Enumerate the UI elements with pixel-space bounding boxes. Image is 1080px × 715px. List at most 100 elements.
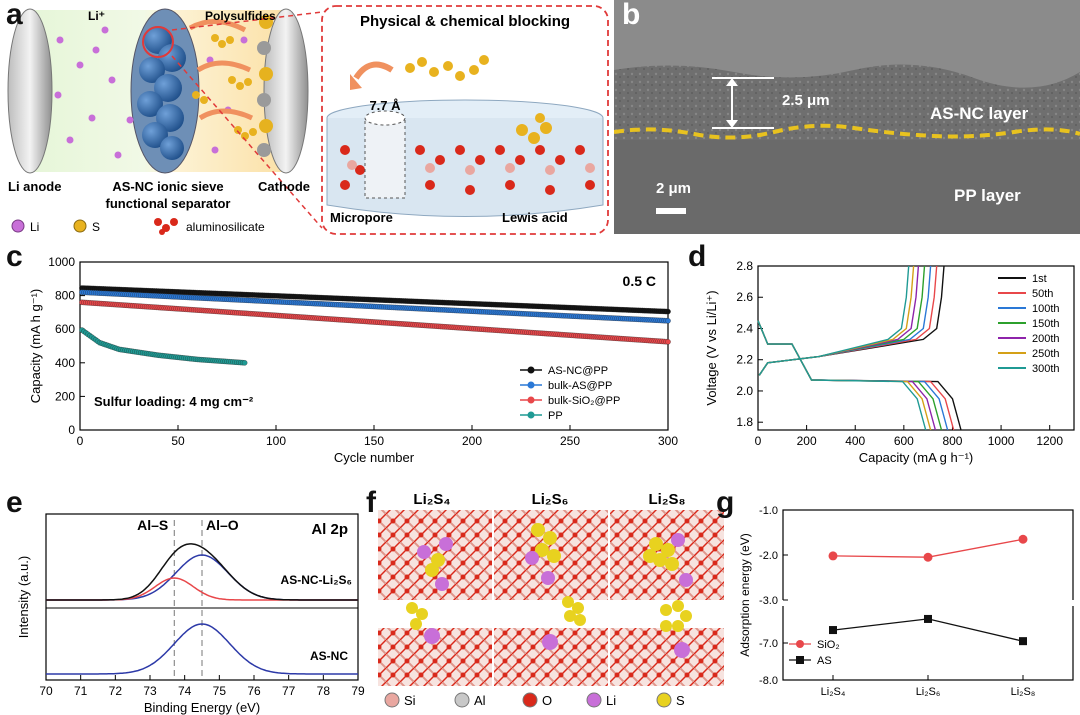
e-xtick-label: 71 [74,684,88,698]
g-point [828,551,838,561]
d-legend-label: 150th [1032,318,1060,330]
c-point [665,308,671,315]
c-series-1 [79,289,671,324]
d-xtick-label: 1200 [1036,434,1063,448]
g-axis-break-right [1069,600,1077,606]
f-legend-li: Li [606,693,616,708]
c-title: 0.5 C [623,273,656,289]
li2s8-cluster [643,533,693,587]
panel-label-d: d [688,240,707,273]
c-annotation: Sulfur loading: 4 mg cm⁻² [94,394,254,409]
inset-arrow [353,61,394,80]
interface-line [614,123,1080,140]
li-ion-label: Li⁺ [88,9,105,23]
c-xtick-label: 50 [171,434,185,448]
g-point [923,552,933,562]
g-point [1018,534,1028,544]
e-xtick-label: 72 [109,684,123,698]
c-series-2 [79,299,671,345]
panel-label-c: c [6,240,23,273]
d-ytick-label: 2.0 [736,384,753,398]
panel-b-sem-image: b 2.5 μm AS-NC layer PP layer 2 μm [614,0,1080,234]
d-xtick-label: 0 [755,434,762,448]
inset-title: Physical & chemical blocking [360,13,570,30]
pore-size-label: 7.7 Å [369,98,401,113]
f-legend-swatch-s [656,692,672,708]
d-xtick-label: 800 [942,434,962,448]
c-xlabel: Cycle number [334,450,415,465]
c-ytick-label: 600 [55,322,75,336]
e-xlabel: Binding Energy (eV) [144,700,260,715]
d-ytick-label: 2.4 [736,321,753,335]
d-charge-200th [758,265,920,376]
d-xtick-label: 200 [797,434,817,448]
d-ytick-label: 1.8 [736,415,753,429]
d-charge-150th [758,265,926,376]
f-legend-s: S [676,693,685,708]
d-legend-label: 1st [1032,273,1047,285]
panel-c-cycling-chart: 0 50 100 150 200 250 300 0 200 400 600 800 1000 Cycle… [28,255,678,465]
c-ytick-label: 200 [55,389,75,403]
d-xlabel: Capacity (mA g h⁻¹) [859,450,974,465]
d-ytick-label: 2.8 [736,259,753,273]
c-legend-label: AS-NC@PP [548,365,608,377]
panel-label-g: g [716,486,735,519]
c-legend-label: bulk-AS@PP [548,380,612,392]
li2s4-cluster [417,537,453,591]
e-envelope-top [46,543,358,601]
inset-si [347,160,595,175]
d-legend-label: 100th [1032,303,1060,315]
g-point [829,626,837,635]
thickness-label: 2.5 μm [782,92,830,109]
c-legend-marker [527,411,535,419]
cathode-particles [257,15,273,157]
f-legend-swatch-si [384,692,400,708]
e-xtick-label: 73 [143,684,157,698]
d-charge-1st [758,265,945,376]
aluminosilicate-icon [154,218,178,235]
inset-framework [340,145,595,195]
g-ytick-label: -1.0 [759,505,778,517]
panel-a: a [0,0,612,240]
f-title-li2s8: Li₂S₈ [648,491,685,508]
c-series-0 [79,285,671,315]
c-ytick-label: 800 [55,289,75,303]
scale-bar [656,208,686,214]
anode-label: Li anode [8,179,61,194]
g-point [924,614,932,623]
e-peak-label-alo: Al–O [206,517,239,533]
c-legend-label: PP [548,410,563,422]
e-fit-bottom [46,623,358,675]
g-legend-marker [796,656,804,664]
f-legend-swatch-li [586,692,602,708]
d-discharge-300th [757,320,927,431]
e-series-label-top: AS-NC-Li₂S₆ [281,573,352,587]
side-view-clusters [406,596,692,658]
c-xtick-label: 0 [77,434,84,448]
battery-schematic: Li⁺ Polysulfides Li anode AS-NC ionic si… [7,5,609,235]
c-xtick-label: 150 [364,434,384,448]
c-point [241,360,248,366]
c-series-3 [79,327,248,366]
d-legend-label: 250th [1032,348,1060,360]
c-legend-marker [527,381,535,389]
e-ylabel: Intensity (a.u.) [16,556,31,638]
separator-label-1: AS-NC ionic sieve [112,179,223,194]
c-ytick-label: 400 [55,356,75,370]
e-xtick-label: 77 [282,684,296,698]
g-ytick-label: -3.0 [759,595,778,607]
e-xtick-label: 75 [213,684,227,698]
d-discharge-250th [757,320,932,431]
f-title-li2s6: Li₂S₆ [532,491,569,508]
f-legend-si: Si [404,693,416,708]
g-legend-label: AS [817,655,832,667]
g-ytick-label: -7.0 [759,638,778,650]
g-legend-marker [796,640,804,648]
micropore-label: Micropore [330,210,393,225]
panel-label-a: a [6,0,23,31]
panel-d-voltage-chart: 0 200 400 600 800 1000 1200 1.8 2.0 2.2 2.4 2.6 2.8 C… [704,259,1075,465]
panel-label-e: e [6,486,23,519]
li2s6-cluster [525,523,561,585]
c-legend-marker [527,396,535,404]
d-ytick-label: 2.2 [736,353,753,367]
